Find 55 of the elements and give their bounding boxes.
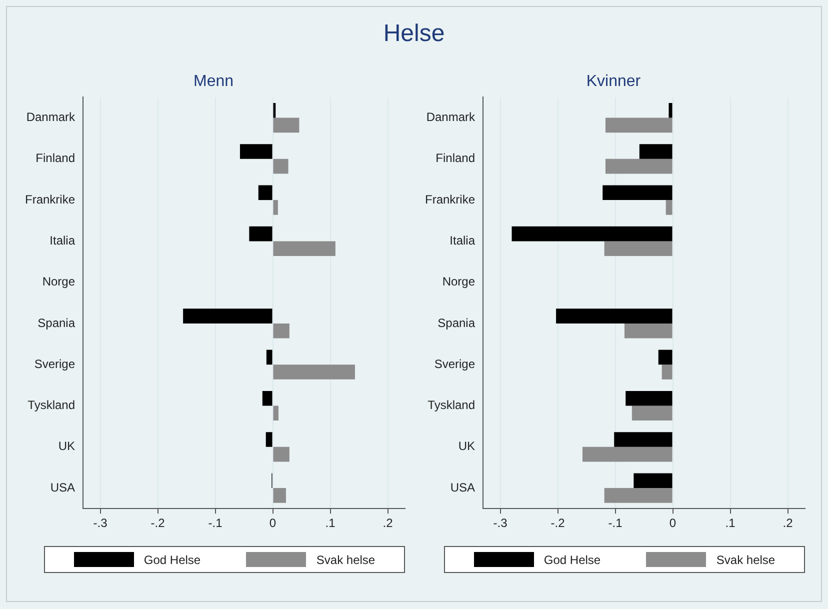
x-tick-label: .1 <box>725 516 736 530</box>
bar <box>273 158 288 174</box>
y-tick-label: Italia <box>50 234 76 248</box>
y-tick-label: Finland <box>436 151 476 166</box>
bar <box>262 390 272 406</box>
bar <box>249 226 272 242</box>
x-tick-label: .1 <box>325 516 336 530</box>
chart-subtitle: Menn <box>193 73 234 90</box>
y-tick-label: Tyskland <box>428 398 476 412</box>
bar <box>273 488 286 503</box>
bar <box>266 350 272 365</box>
x-tick-label: -.1 <box>208 516 223 530</box>
y-tick-label: USA <box>50 480 76 494</box>
y-tick-label: Spania <box>438 316 476 330</box>
bar <box>240 144 272 159</box>
bar <box>183 308 272 324</box>
y-tick-label: Tyskland <box>28 398 76 412</box>
y-tick-label: Danmark <box>426 110 476 124</box>
y-tick-label: USA <box>450 480 476 494</box>
x-tick-label: 0 <box>269 516 276 530</box>
x-tick-label: .2 <box>382 516 394 530</box>
chart-subtitle: Kvinner <box>586 73 642 90</box>
bar <box>273 200 278 215</box>
bar <box>258 185 272 200</box>
y-tick-label: Frankrike <box>424 192 476 206</box>
x-tick-label: -.1 <box>608 516 623 530</box>
legend-label: Svak helse <box>316 552 376 566</box>
legend-label: God Helse <box>544 552 601 566</box>
bar <box>266 432 272 447</box>
legend-label: Svak helse <box>716 552 776 566</box>
legend-label: God Helse <box>144 552 201 566</box>
bar <box>273 364 355 380</box>
bar <box>273 323 290 338</box>
x-tick-label: -.3 <box>493 516 508 530</box>
y-tick-label: Sverige <box>34 356 76 371</box>
y-tick-label: UK <box>58 439 76 454</box>
y-tick-label: Finland <box>36 151 76 166</box>
y-tick-label: Norge <box>442 274 476 289</box>
x-tick-label: -.2 <box>550 516 566 530</box>
bar <box>273 446 290 462</box>
y-tick-label: Italia <box>450 234 476 248</box>
y-tick-label: Sverige <box>434 356 476 371</box>
y-tick-label: UK <box>458 439 476 454</box>
y-tick-label: Frankrike <box>24 192 76 206</box>
x-tick-label: 0 <box>669 516 676 530</box>
bar <box>273 406 279 421</box>
x-tick-label: -.2 <box>150 516 166 530</box>
bar <box>273 241 336 256</box>
x-tick-label: -.3 <box>93 516 108 530</box>
chart-title: Helse <box>382 20 446 48</box>
x-tick-label: .2 <box>782 516 794 530</box>
bar <box>273 118 300 133</box>
y-tick-label: Spania <box>38 316 76 330</box>
y-tick-label: Danmark <box>26 110 76 124</box>
y-tick-label: Norge <box>42 274 76 289</box>
